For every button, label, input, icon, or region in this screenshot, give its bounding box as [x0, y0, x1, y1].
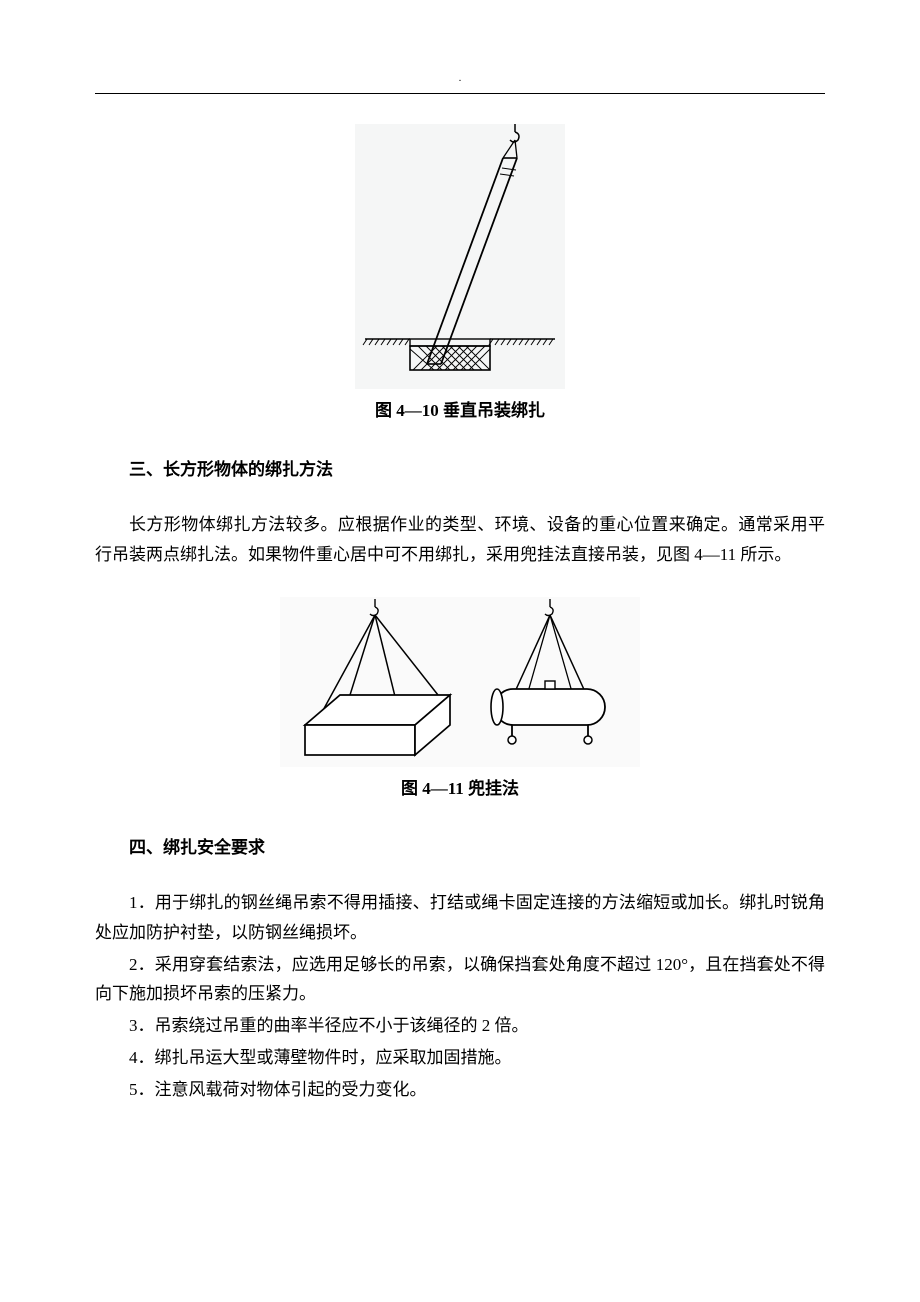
- figure-4-11-svg: [280, 597, 640, 767]
- paragraph-1: 长方形物体绑扎方法较多。应根据作业的类型、环境、设备的重心位置来确定。通常采用平…: [95, 510, 825, 570]
- list-item-5: 5．注意风载荷对物体引起的受力变化。: [95, 1075, 825, 1105]
- list-item-4: 4．绑扎吊运大型或薄壁物件时，应采取加固措施。: [95, 1043, 825, 1073]
- header-rule: [95, 93, 825, 94]
- figure-4-10-svg: [355, 124, 565, 389]
- paragraph-block-1: 长方形物体绑扎方法较多。应根据作业的类型、环境、设备的重心位置来确定。通常采用平…: [95, 510, 825, 570]
- figure-4-10-caption: 图 4—10 垂直吊装绑扎: [95, 397, 825, 426]
- section-heading-4: 四、绑扎安全要求: [95, 834, 825, 863]
- list-item-2: 2．采用穿套结索法，应选用足够长的吊索，以确保挡套处角度不超过 120°，且在挡…: [95, 950, 825, 1010]
- safety-list: 1．用于绑扎的钢丝绳吊索不得用插接、打结或绳卡固定连接的方法缩短或加长。绑扎时锐…: [95, 888, 825, 1104]
- figure-4-11: 图 4—11 兜挂法: [95, 597, 825, 804]
- document-page: .: [0, 0, 920, 1174]
- header-mark: .: [95, 70, 825, 87]
- list-item-1: 1．用于绑扎的钢丝绳吊索不得用插接、打结或绳卡固定连接的方法缩短或加长。绑扎时锐…: [95, 888, 825, 948]
- figure-4-10: 图 4—10 垂直吊装绑扎: [95, 124, 825, 426]
- section-heading-3: 三、长方形物体的绑扎方法: [95, 456, 825, 485]
- figure-4-11-caption: 图 4—11 兜挂法: [95, 775, 825, 804]
- list-item-3: 3．吊索绕过吊重的曲率半径应不小于该绳径的 2 倍。: [95, 1011, 825, 1041]
